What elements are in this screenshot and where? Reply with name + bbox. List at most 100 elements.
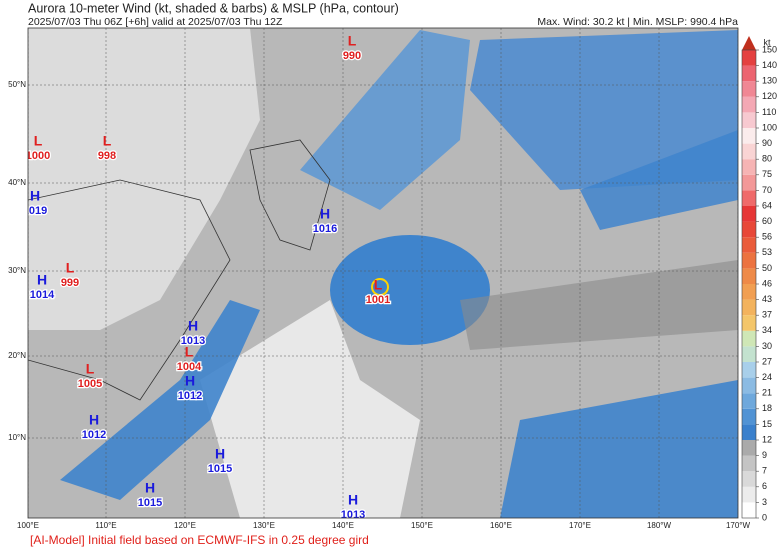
- colorbar-segment: [742, 96, 756, 113]
- colorbar-segment: [742, 221, 756, 238]
- center-kind: H: [348, 492, 358, 508]
- colorbar-segment: [742, 112, 756, 128]
- colorbar-label: 24: [762, 372, 772, 382]
- colorbar-segment: [742, 299, 756, 316]
- colorbar-label: 120: [762, 91, 777, 101]
- colorbar-label: 60: [762, 216, 772, 226]
- calm-shade: [200, 300, 420, 518]
- lat-label: 10°N: [8, 433, 26, 442]
- center-kind: H: [188, 318, 198, 334]
- footer: [AI-Model] Initial field based on ECMWF-…: [30, 533, 369, 547]
- colorbar-label: 50: [762, 263, 772, 273]
- center-kind: L: [34, 133, 43, 149]
- colorbar-segment: [742, 237, 756, 253]
- colorbar-label: 34: [762, 325, 772, 335]
- colorbar-label: 15: [762, 419, 772, 429]
- center-value: 1015: [138, 497, 162, 509]
- colorbar-label: 18: [762, 403, 772, 413]
- colorbar-label: 53: [762, 247, 772, 257]
- colorbar-segment: [742, 174, 756, 191]
- colorbar-label: 70: [762, 185, 772, 195]
- lon-label: 120°E: [174, 521, 196, 530]
- colorbar-label: 12: [762, 434, 772, 444]
- colorbar-segment: [742, 252, 756, 269]
- lat-label: 20°N: [8, 351, 26, 360]
- colorbar-label: 80: [762, 154, 772, 164]
- colorbar-label: 90: [762, 138, 772, 148]
- center-kind: L: [348, 33, 357, 49]
- coastline: [249, 139, 331, 251]
- center-value: 1013: [181, 335, 205, 347]
- coastline: [28, 179, 231, 401]
- center-kind: L: [86, 361, 95, 377]
- colorbar-segment: [742, 424, 756, 440]
- colorbar-label: 100: [762, 122, 777, 132]
- center-kind: H: [89, 412, 99, 428]
- colorbar-label: 150: [762, 44, 777, 54]
- colorbar-label: 3: [762, 497, 767, 507]
- center-value: 1014: [30, 289, 55, 301]
- center-value: 990: [343, 50, 361, 62]
- lon-label: 180°W: [647, 521, 672, 530]
- colorbar-segment: [742, 143, 756, 160]
- center-kind: H: [37, 272, 47, 288]
- map-frame: [27, 27, 739, 519]
- cyclone-marker: [371, 278, 389, 296]
- center-value: 1000: [26, 150, 50, 162]
- colorbar-label: 27: [762, 356, 772, 366]
- info: Max. Wind: 30.2 kt | Min. MSLP: 990.4 hP…: [537, 16, 738, 28]
- center-kind: H: [30, 188, 40, 204]
- colorbar-extend: [742, 36, 756, 50]
- lat-label: 30°N: [8, 266, 26, 275]
- colorbar-label: 6: [762, 481, 767, 491]
- wind-shade: [330, 235, 490, 345]
- wind-shade: [470, 30, 738, 190]
- colorbar-label: 0: [762, 512, 767, 522]
- center-value: 999: [61, 277, 79, 289]
- colorbar-segment: [742, 284, 756, 300]
- wind-shade: [460, 260, 738, 350]
- colorbar-segment: [742, 315, 756, 331]
- center-kind: H: [185, 373, 195, 389]
- center-value: 1015: [208, 463, 232, 475]
- land-shade: [28, 28, 260, 330]
- colorbar-segment: [742, 471, 756, 487]
- wind-shade: [500, 380, 738, 518]
- colorbar-label: 9: [762, 450, 767, 460]
- lon-label: 160°E: [490, 521, 512, 530]
- center-value: 1012: [178, 390, 202, 402]
- colorbar-label: 43: [762, 294, 772, 304]
- colorbar-label: 75: [762, 169, 772, 179]
- center-value: 1004: [177, 361, 202, 373]
- lat-label: 50°N: [8, 80, 26, 89]
- wind-shade: [300, 30, 470, 210]
- colorbar-segment: [742, 268, 756, 284]
- center-kind: L: [103, 133, 112, 149]
- colorbar-segment: [742, 330, 756, 347]
- colorbar-segment: [742, 159, 756, 175]
- colorbar-segment: [742, 362, 756, 378]
- colorbar-label: 7: [762, 466, 767, 476]
- lon-label: 150°E: [411, 521, 433, 530]
- lon-label: 170°W: [726, 521, 751, 530]
- center-value: 998: [98, 150, 116, 162]
- lon-label: 170°E: [569, 521, 591, 530]
- colorbar-label: 30: [762, 341, 772, 351]
- colorbar-segment: [742, 440, 756, 456]
- lon-label: 140°E: [332, 521, 354, 530]
- colorbar-label: 46: [762, 278, 772, 288]
- colorbar-segment: [742, 81, 756, 97]
- center-kind: L: [374, 277, 383, 293]
- center-value: 1013: [341, 509, 365, 521]
- colorbar-segment: [742, 455, 756, 472]
- center-kind: H: [215, 446, 225, 462]
- colorbar-label: 64: [762, 200, 772, 210]
- center-kind: L: [185, 344, 194, 360]
- colorbar-segment: [742, 393, 756, 409]
- center-kind: L: [66, 260, 75, 276]
- colorbar-label: 56: [762, 232, 772, 242]
- colorbar-unit: kt: [763, 37, 771, 47]
- colorbar-segment: [742, 50, 756, 66]
